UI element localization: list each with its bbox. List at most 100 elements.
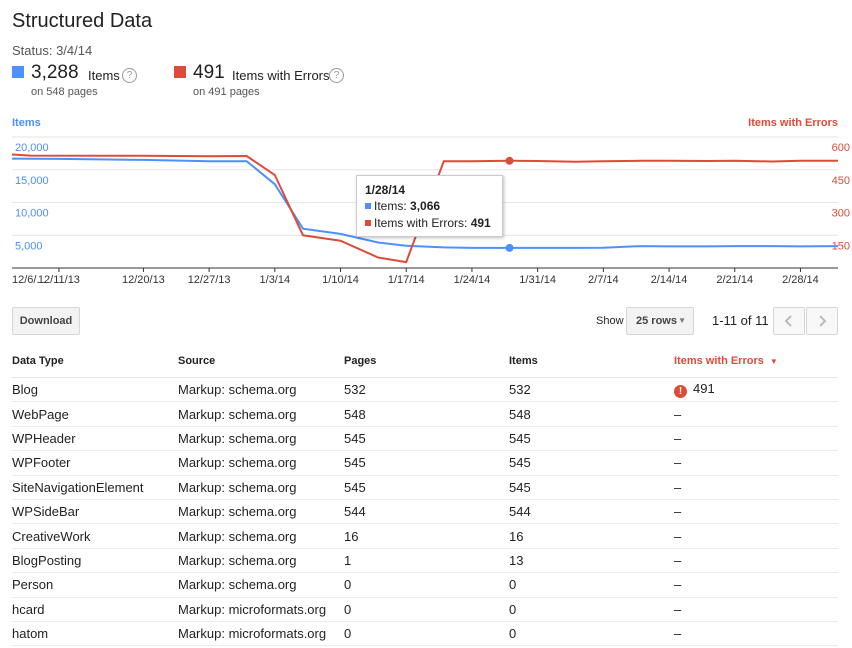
- x-tick-label: 12/11/13: [38, 274, 80, 286]
- cell-errors: –: [674, 597, 838, 622]
- cell-errors: –: [674, 426, 838, 452]
- line-chart[interactable]: 20,000 15,000 10,000 5,000 600 450 300 150 12/6/…: [0, 0, 852, 300]
- cell-errors: –: [674, 401, 838, 427]
- chevron-left-icon: [784, 315, 792, 327]
- help-icon[interactable]: ?: [122, 68, 137, 83]
- data-table: Data Type Source Pages Items Items with …: [12, 345, 838, 647]
- cell-source: Markup: schema.org: [178, 572, 344, 598]
- sort-desc-icon: ▼: [769, 357, 778, 366]
- right-tick-label: 150: [832, 240, 850, 252]
- show-label: Show: [596, 315, 624, 327]
- cell-source: Markup: schema.org: [178, 426, 344, 452]
- prev-page-button[interactable]: [773, 307, 805, 335]
- chart-tooltip: 1/28/14 Items: 3,066 Items with Errors: …: [356, 175, 503, 237]
- header-source[interactable]: Source: [178, 345, 344, 378]
- errors-pages: on 491 pages: [193, 86, 260, 98]
- tooltip-errors-label: Items with Errors:: [374, 216, 468, 230]
- cell-data-type: hatom: [12, 621, 178, 647]
- right-tick-label: 300: [832, 208, 850, 220]
- items-label: Items: [88, 68, 120, 83]
- highlight-point-errors: [505, 156, 514, 165]
- cell-pages: 545: [344, 475, 509, 500]
- errors-total: 491: [193, 62, 225, 83]
- cell-data-type: WPFooter: [12, 450, 178, 476]
- table-row[interactable]: hcard Markup: microformats.org 0 0–: [12, 597, 838, 622]
- cell-pages: 548: [344, 401, 509, 427]
- cell-errors: –: [674, 499, 838, 525]
- x-tick-label: 12/20/13: [122, 274, 165, 286]
- cell-errors: ! 491: [674, 377, 838, 403]
- cell-pages: 0: [344, 572, 509, 598]
- cell-errors: –: [674, 523, 838, 549]
- table-row[interactable]: WPHeader Markup: schema.org 545 545–: [12, 426, 838, 452]
- table-row[interactable]: WPSideBar Markup: schema.org 544 544–: [12, 499, 838, 525]
- help-icon[interactable]: ?: [329, 68, 344, 83]
- cell-pages: 544: [344, 499, 509, 525]
- cell-pages: 16: [344, 523, 509, 549]
- rows-select[interactable]: 25 rows ▼: [626, 307, 694, 335]
- items-total: 3,288: [31, 62, 79, 83]
- items-pages: on 548 pages: [31, 86, 98, 98]
- cell-source: Markup: schema.org: [178, 377, 344, 403]
- table-row[interactable]: SiteNavigationElement Markup: schema.org 5…: [12, 475, 838, 500]
- left-tick-label: 10,000: [15, 208, 49, 220]
- cell-errors: –: [674, 621, 838, 647]
- table-row[interactable]: hatom Markup: microformats.org 0 0–: [12, 621, 838, 647]
- tooltip-errors-value: 491: [470, 216, 491, 230]
- header-items-with-errors[interactable]: Items with Errors ▼: [674, 345, 838, 378]
- cell-pages: 545: [344, 426, 509, 452]
- cell-items: 545: [509, 475, 674, 500]
- cell-data-type: Blog: [12, 377, 178, 403]
- header-items[interactable]: Items: [509, 345, 674, 378]
- cell-items: 16: [509, 523, 674, 549]
- table-row[interactable]: Person Markup: schema.org 0 0–: [12, 572, 838, 598]
- x-tick-label: 1/17/14: [388, 274, 425, 286]
- cell-errors: –: [674, 475, 838, 500]
- x-tick-label: 2/7/14: [588, 274, 619, 286]
- download-button[interactable]: Download: [12, 307, 80, 335]
- x-tick-label: 2/28/14: [782, 274, 819, 286]
- x-tick-label: 2/21/14: [716, 274, 753, 286]
- left-axis-title: Items: [12, 117, 41, 129]
- table-row[interactable]: BlogPosting Markup: schema.org 1 13–: [12, 548, 838, 574]
- tooltip-errors-swatch: [365, 220, 371, 226]
- cell-pages: 0: [344, 621, 509, 647]
- cell-pages: 1: [344, 548, 509, 574]
- header-items-with-errors-label: Items with Errors: [674, 355, 764, 367]
- cell-errors: –: [674, 548, 838, 574]
- cell-items: 548: [509, 401, 674, 427]
- cell-items: 0: [509, 621, 674, 647]
- x-tick-label: 1/24/14: [454, 274, 491, 286]
- header-pages[interactable]: Pages: [344, 345, 509, 378]
- cell-items: 544: [509, 499, 674, 525]
- cell-items: 13: [509, 548, 674, 574]
- cell-items: 0: [509, 572, 674, 598]
- next-page-button[interactable]: [806, 307, 838, 335]
- cell-source: Markup: schema.org: [178, 548, 344, 574]
- status-date: Status: 3/4/14: [12, 43, 93, 58]
- right-tick-label: 600: [832, 142, 850, 154]
- cell-pages: 532: [344, 377, 509, 403]
- chevron-down-icon: ▼: [678, 316, 686, 325]
- cell-source: Markup: schema.org: [178, 401, 344, 427]
- cell-source: Markup: microformats.org: [178, 621, 344, 647]
- table-row[interactable]: WPFooter Markup: schema.org 545 545–: [12, 450, 838, 476]
- table-row[interactable]: Blog Markup: schema.org 532 532! 491: [12, 377, 838, 403]
- cell-data-type: SiteNavigationElement: [12, 475, 178, 500]
- table-row[interactable]: CreativeWork Markup: schema.org 16 16–: [12, 523, 838, 549]
- error-count: 491: [693, 381, 715, 397]
- left-tick-label: 15,000: [15, 175, 49, 187]
- cell-pages: 0: [344, 597, 509, 622]
- tooltip-date: 1/28/14: [365, 183, 406, 197]
- cell-errors: –: [674, 450, 838, 476]
- cell-items: 545: [509, 426, 674, 452]
- series-line-errors: [11, 153, 838, 264]
- cell-data-type: Person: [12, 572, 178, 598]
- cell-source: Markup: schema.org: [178, 523, 344, 549]
- table-header-row: Data Type Source Pages Items Items with …: [12, 345, 838, 378]
- tooltip-items-value: 3,066: [410, 199, 441, 213]
- table-row[interactable]: WebPage Markup: schema.org 548 548–: [12, 401, 838, 427]
- cell-source: Markup: microformats.org: [178, 597, 344, 622]
- highlight-point-items: [505, 243, 514, 252]
- header-data-type[interactable]: Data Type: [12, 345, 178, 378]
